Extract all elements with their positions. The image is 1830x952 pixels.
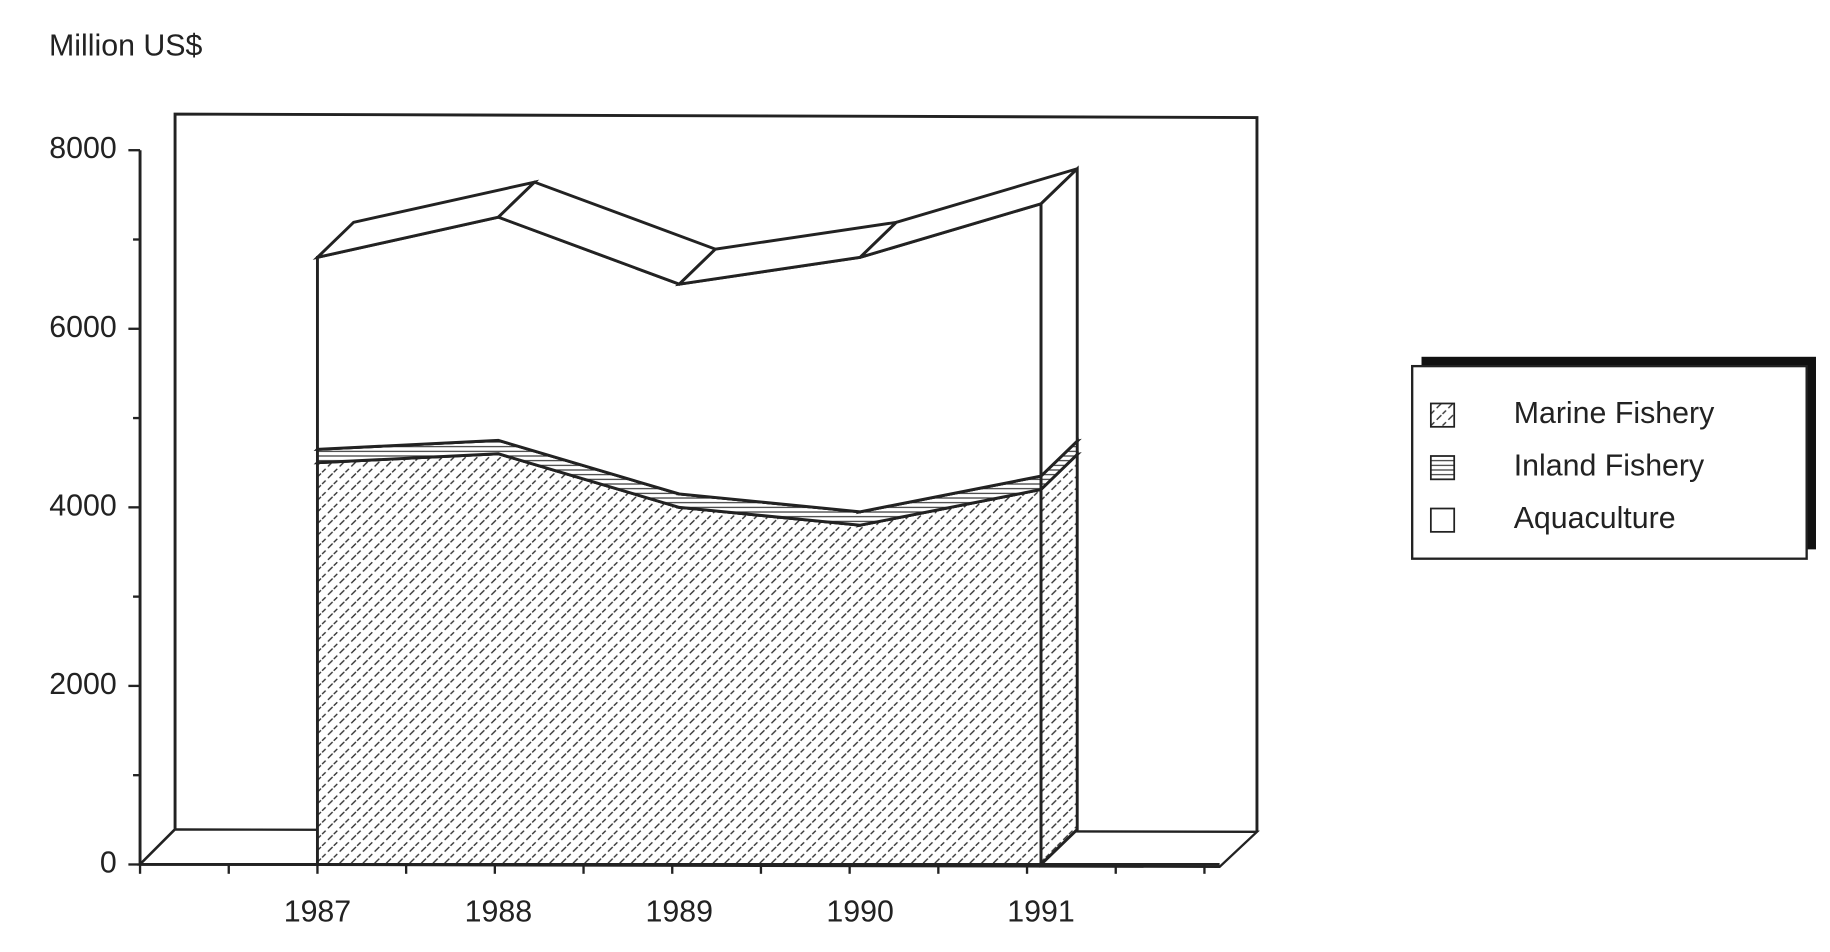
y-tick-label: 0 [100,846,117,879]
legend-label: Aquaculture [1514,502,1676,535]
legend-label: Marine Fishery [1514,397,1715,430]
y-tick-label: 4000 [49,489,116,522]
axes: 0 2000 4000 6000 8000 1987 1988 1989 1990 1991 [49,132,1220,929]
area-side-face [1039,451,1079,868]
legend-swatch [1429,507,1456,533]
x-tick-label: 1989 [646,896,713,929]
x-tick-label: 1991 [1007,896,1074,929]
legend-swatch [1429,402,1456,428]
y-axis-label: Million US$ [49,30,203,63]
x-tick-label: 1987 [284,896,351,929]
area-front [315,452,1043,866]
legend-box [1411,364,1808,560]
x-tick-label: 1990 [826,896,893,929]
legend-label: Inland Fishery [1514,450,1705,483]
y-tick-label: 8000 [49,132,116,165]
area-side-face [1039,165,1079,480]
y-tick-label: 2000 [49,668,116,701]
legend: Marine Fishery Inland Fishery Aquaculture [1411,356,1816,560]
y-tick-label: 6000 [49,311,116,344]
plot [312,165,1082,868]
legend-swatch [1429,455,1456,481]
x-tick-label: 1988 [465,896,532,929]
